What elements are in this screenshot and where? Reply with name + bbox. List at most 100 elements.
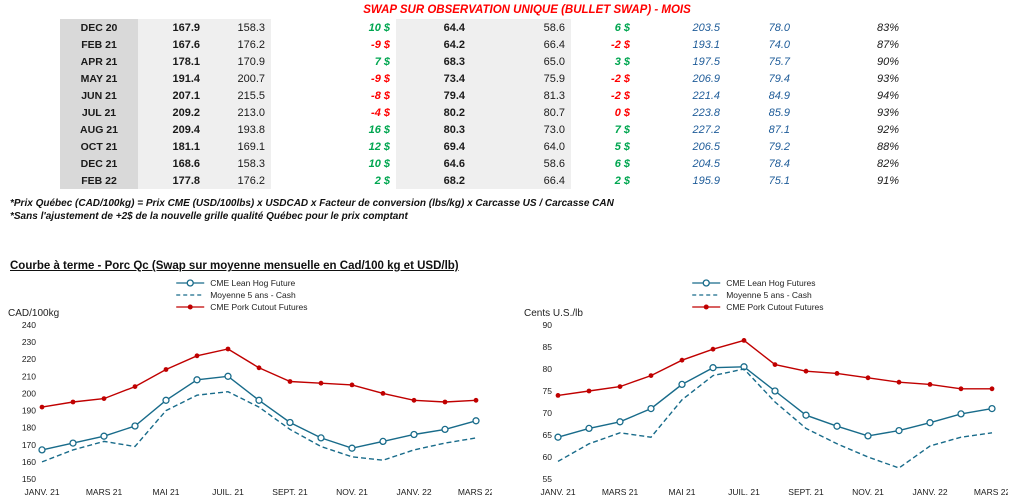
ratio-cell: 88% [876,140,899,153]
table-row: FEB 21 167.6 176.2 -9 $ 64.2 66.4 -2 $ 193.1 74.… [60,36,905,53]
usd-price-cell: 68.3 [396,53,471,70]
usd-diff-cell: -2 $ [611,89,630,102]
table-row: DEC 20 167.9 158.3 10 $ 64.4 58.6 6 $ 203.5 78.0… [60,19,905,36]
cad-ref-cell: 169.1 [206,138,271,155]
chart-usd-legend: CME Lean Hog Futures Moyenne 5 ans - Cash… [691,277,824,312]
cad-price-cell: 177.8 [138,172,206,189]
usd-diff-cell: 5 $ [614,140,630,153]
svg-text:JUIL. 21: JUIL. 21 [728,487,760,497]
svg-text:60: 60 [543,452,553,462]
cad-ref-cell: 176.2 [206,36,271,53]
section-title: Courbe à terme - Porc Qc (Swap sur moyen… [10,260,459,272]
svg-text:JANV. 21: JANV. 21 [540,487,575,497]
cutout-cad-cell: 204.5 [692,157,720,170]
cad-diff-cell: 10 $ [368,157,390,170]
cutout-usd-cell: 74.0 [768,38,790,51]
legend-label: Moyenne 5 ans - Cash [210,289,296,300]
chart-usd-unit-label: Cents U.S./lb [524,308,583,319]
chart-cad: CME Lean Hog Future Moyenne 5 ans - Cash C… [4,277,492,501]
ratio-cell: 82% [876,157,899,170]
cad-ref-cell: 176.2 [206,172,271,189]
table-row: APR 21 178.1 170.9 7 $ 68.3 65.0 3 $ 197.5 75.7 9… [60,53,905,70]
month-cell: FEB 22 [60,172,138,189]
svg-text:MARS 22: MARS 22 [458,487,492,497]
table-row: JUL 21 209.2 213.0 -4 $ 80.2 80.7 0 $ 223.8 85.9… [60,104,905,121]
cad-ref-cell: 213.0 [206,104,271,121]
cutout-cad-cell: 221.4 [692,89,720,102]
chart-cad-legend: CME Lean Hog Future Moyenne 5 ans - Cash C… [175,277,308,312]
usd-price-cell: 64.4 [396,19,471,36]
cad-price-cell: 181.1 [138,138,206,155]
cad-diff-cell: -8 $ [371,89,390,102]
cutout-cad-cell: 203.5 [692,21,720,34]
footnote-adjustment: *Sans l'ajustement de +2$ de la nouvelle… [10,211,408,222]
cad-diff-cell: 7 $ [374,55,390,68]
footnote-conversion: *Prix Québec (CAD/100kg) = Prix CME (USD… [10,198,614,209]
svg-text:MARS 22: MARS 22 [974,487,1008,497]
svg-text:160: 160 [22,457,36,467]
svg-text:NOV. 21: NOV. 21 [852,487,884,497]
legend-line-sample-icon [692,293,721,296]
ratio-cell: 83% [876,21,899,34]
cad-diff-cell: 16 $ [368,123,390,136]
month-cell: AUG 21 [60,121,138,138]
legend-item: CME Pork Cutout Futures [691,301,824,312]
usd-price-cell: 80.3 [396,121,471,138]
cutout-usd-cell: 84.9 [768,89,790,102]
svg-text:180: 180 [22,423,36,433]
cad-ref-cell: 215.5 [206,87,271,104]
cutout-cad-cell: 206.5 [692,140,720,153]
usd-ref-cell: 73.0 [471,121,571,138]
legend-line-sample-icon [176,278,205,287]
svg-text:65: 65 [543,430,553,440]
svg-text:200: 200 [22,388,36,398]
cad-diff-cell: 10 $ [368,21,390,34]
usd-ref-cell: 65.0 [471,53,571,70]
table-row: DEC 21 168.6 158.3 10 $ 64.6 58.6 6 $ 204.5 78.4… [60,155,905,172]
swap-table-body: DEC 20 167.9 158.3 10 $64.4 58.6 6 $203.5 78.0… [60,19,905,189]
ratio-cell: 93% [876,106,899,119]
month-cell: MAY 21 [60,70,138,87]
legend-label: Moyenne 5 ans - Cash [726,289,812,300]
usd-diff-cell: 7 $ [614,123,630,136]
cad-price-cell: 209.2 [138,104,206,121]
svg-text:55: 55 [543,474,553,484]
cutout-usd-cell: 79.2 [768,140,790,153]
cad-ref-cell: 158.3 [206,155,271,172]
cutout-cad-cell: 227.2 [692,123,720,136]
svg-text:80: 80 [543,364,553,374]
ratio-cell: 94% [876,89,899,102]
cutout-cad-cell: 195.9 [692,174,720,187]
month-cell: OCT 21 [60,138,138,155]
svg-text:SEPT. 21: SEPT. 21 [788,487,824,497]
usd-diff-cell: -2 $ [611,72,630,85]
ratio-cell: 93% [876,72,899,85]
usd-diff-cell: -2 $ [611,38,630,51]
usd-ref-cell: 75.9 [471,70,571,87]
legend-item: Moyenne 5 ans - Cash [175,289,307,300]
legend-item: Moyenne 5 ans - Cash [691,289,823,300]
table-row: OCT 21 181.1 169.1 12 $ 69.4 64.0 5 $ 206.5 79.2… [60,138,905,155]
cad-diff-cell: -4 $ [371,106,390,119]
usd-price-cell: 79.4 [396,87,471,104]
cutout-usd-cell: 75.7 [768,55,790,68]
cutout-cad-cell: 193.1 [692,38,720,51]
month-cell: JUL 21 [60,104,138,121]
month-cell: JUN 21 [60,87,138,104]
svg-text:JANV. 22: JANV. 22 [912,487,947,497]
svg-text:JUIL. 21: JUIL. 21 [212,487,244,497]
cad-price-cell: 168.6 [138,155,206,172]
svg-text:150: 150 [22,474,36,484]
cutout-usd-cell: 78.4 [768,157,790,170]
cad-price-cell: 209.4 [138,121,206,138]
ratio-cell: 91% [876,174,899,187]
month-cell: FEB 21 [60,36,138,53]
cutout-usd-cell: 75.1 [768,174,790,187]
svg-text:90: 90 [543,320,553,330]
svg-text:MARS 21: MARS 21 [602,487,639,497]
table-row: MAY 21 191.4 200.7 -9 $ 73.4 75.9 -2 $ 206.9 79.… [60,70,905,87]
legend-item: CME Lean Hog Future [175,277,307,288]
month-cell: APR 21 [60,53,138,70]
svg-text:70: 70 [543,408,553,418]
svg-text:NOV. 21: NOV. 21 [336,487,368,497]
